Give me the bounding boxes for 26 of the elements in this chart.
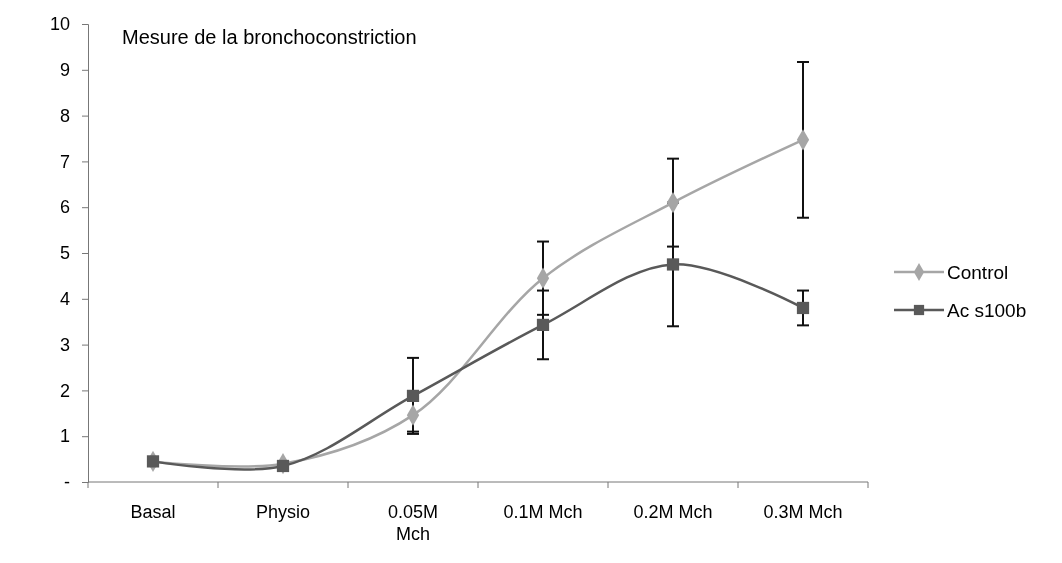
- y-tick-label: -: [64, 472, 70, 493]
- y-tick-label: 9: [59, 60, 70, 81]
- x-tick-label: Physio: [255, 502, 311, 522]
- point: [406, 389, 420, 403]
- y-tick-label: 7: [59, 151, 70, 172]
- point: [666, 258, 680, 271]
- y-tick-label: 4: [59, 289, 70, 310]
- y-tick-label: 6: [59, 197, 70, 218]
- point: [146, 455, 160, 468]
- legend-label: Control: [947, 262, 1009, 283]
- point: [536, 318, 550, 332]
- x-tick-label: Basal: [130, 502, 176, 522]
- x-tick-label: 0.1M Mch: [503, 502, 583, 522]
- y-tick-label: 1: [59, 426, 70, 447]
- x-tick-label: 0.05M Mch: [387, 502, 439, 544]
- x-tick-label: 0.2M Mch: [633, 502, 713, 522]
- chart-title: Mesure de la bronchoconstriction: [122, 26, 417, 48]
- legend-label: Ac s100b: [947, 300, 1027, 321]
- x-tick-label: 0.3M Mch: [763, 502, 843, 522]
- y-tick-label: 5: [59, 243, 70, 264]
- y-tick-label: 8: [59, 105, 70, 126]
- y-tick-label: 3: [59, 334, 70, 355]
- y-tick-label: 2: [59, 380, 70, 401]
- point: [796, 301, 810, 315]
- point: [276, 459, 290, 473]
- y-tick-label: 10: [49, 14, 70, 35]
